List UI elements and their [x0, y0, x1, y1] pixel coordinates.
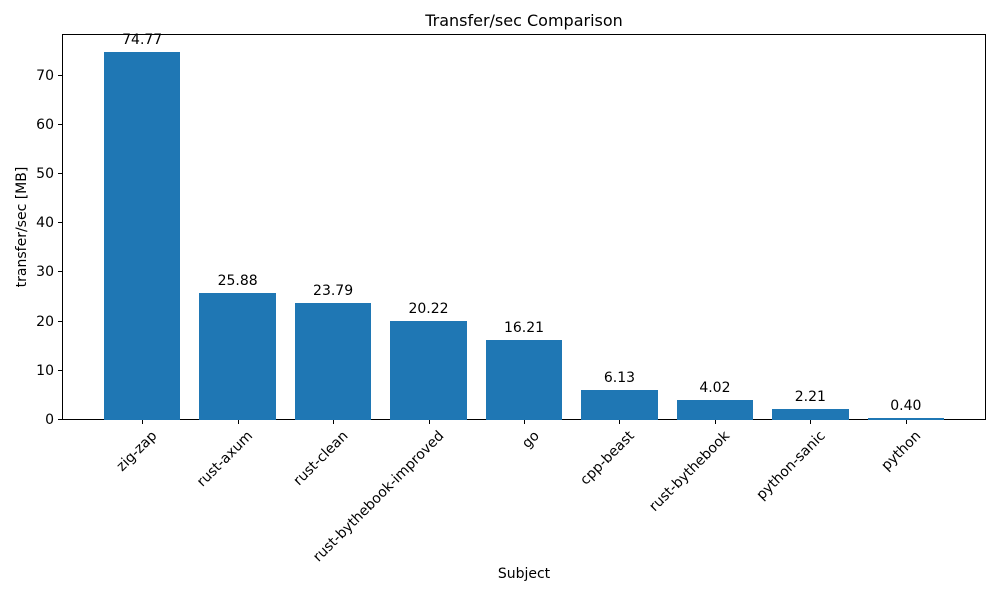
bar-value-label: 4.02: [699, 380, 731, 397]
x-tick-label: rust-clean: [290, 428, 352, 489]
y-tick-label: 50: [36, 166, 54, 183]
y-tick-label: 70: [36, 67, 54, 84]
bar-rust-bythebook: [676, 400, 754, 420]
bar-value-label: 6.13: [603, 369, 636, 386]
bar-python: [867, 418, 944, 420]
x-tick-mark: [524, 420, 525, 424]
x-axis-label: Subject: [497, 566, 551, 582]
x-tick-mark: [714, 420, 716, 424]
x-tick-label: rust-bythebook: [646, 428, 734, 515]
y-tick-label: 10: [36, 362, 54, 379]
bar-value-label: 2.21: [794, 389, 826, 406]
y-tick-label: 40: [36, 215, 54, 232]
bar-rust-axum: [199, 292, 276, 420]
x-tick-mark: [619, 420, 621, 424]
y-tick-mark: [58, 173, 62, 175]
x-tick-mark: [142, 420, 144, 424]
bar-rust-clean: [294, 303, 372, 420]
bar-value-label: 74.77: [122, 32, 163, 49]
y-tick-mark: [58, 369, 62, 371]
x-tick-label: go: [518, 428, 543, 452]
y-tick-label: 60: [36, 116, 54, 133]
x-tick-label: rust-axum: [193, 428, 256, 491]
x-tick-mark: [428, 420, 430, 424]
y-tick-mark: [58, 271, 62, 273]
x-tick-label: zig-zap: [113, 428, 161, 475]
bar-rust-bythebook-improved: [390, 320, 467, 420]
y-tick-mark: [58, 74, 62, 76]
y-tick-label: 20: [36, 313, 54, 330]
x-tick-mark: [237, 420, 239, 424]
bar-value-label: 23.79: [313, 283, 354, 300]
y-axis-label: transfer/sec [MB]: [14, 166, 30, 288]
y-tick-mark: [58, 123, 62, 125]
chart-title: Transfer/sec Comparison: [425, 11, 623, 30]
x-tick-label: python-sanic: [753, 428, 829, 504]
bar-value-label: 16.21: [503, 320, 545, 337]
y-tick-mark: [58, 419, 62, 420]
x-tick-mark: [905, 420, 907, 424]
x-tick-mark: [810, 420, 812, 424]
bar-value-label: 25.88: [217, 272, 258, 289]
x-tick-mark: [333, 420, 335, 424]
y-tick-label: 0: [45, 412, 54, 428]
y-tick-mark: [58, 222, 62, 224]
bar-value-label: 0.40: [890, 398, 922, 415]
bar-python-sanic: [772, 409, 849, 420]
bar-zig-zap: [104, 52, 181, 420]
y-tick-label: 30: [36, 264, 54, 281]
y-tick-mark: [58, 320, 62, 322]
bar-value-label: 20.22: [408, 300, 449, 317]
bar-go: [485, 340, 563, 420]
x-tick-label: python: [878, 428, 925, 474]
bar-cpp-beast: [581, 389, 658, 420]
x-tick-label: cpp-beast: [577, 428, 638, 489]
